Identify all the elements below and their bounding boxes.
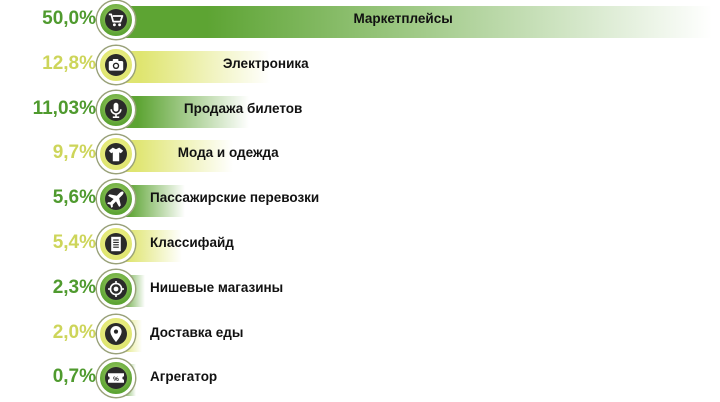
icon-badge <box>97 45 135 84</box>
bar <box>118 50 271 83</box>
icon-badge <box>97 225 135 263</box>
icon-badge <box>97 269 135 308</box>
category-label: Нишевые магазины <box>150 279 284 295</box>
data-label: 9,7% <box>52 142 96 164</box>
bar-row: 50,0% Маркетплейсы <box>0 0 720 44</box>
category-label: Агрегатор <box>150 369 218 385</box>
data-label: 50,0% <box>42 8 96 29</box>
data-label: 0,7% <box>52 366 96 388</box>
bar-row: 2,3% Нишевые магазины <box>0 269 720 313</box>
microphone-icon <box>105 98 127 121</box>
shirt-icon <box>105 143 127 166</box>
icon-badge <box>97 135 135 174</box>
data-label: 5,4% <box>52 232 96 253</box>
bar-row: 2,0% Доставка еды <box>0 314 720 358</box>
bar-row: 5,4% Классифайд <box>0 224 720 268</box>
cart-icon <box>105 9 127 31</box>
category-label: Мода и одежда <box>177 145 279 161</box>
category-label: Электроника <box>222 55 309 71</box>
data-label: 2,0% <box>52 321 96 343</box>
discount-ticket-icon: % <box>105 367 127 390</box>
location-pin-icon <box>105 322 127 345</box>
svg-text:%: % <box>113 376 119 383</box>
icon-badge <box>97 90 135 129</box>
bar <box>118 95 250 128</box>
bar <box>118 6 712 38</box>
bar-row: 12,8% Электроника <box>0 45 720 89</box>
icon-badge <box>97 1 135 39</box>
data-label: 5,6% <box>52 187 96 209</box>
airplane-icon <box>105 188 127 211</box>
document-icon <box>105 233 127 255</box>
data-label: 11,03% <box>32 97 96 119</box>
bar-row: 9,7% Мода и одежда <box>0 134 720 178</box>
bar-row: 0,7%% Агрегатор <box>0 358 720 402</box>
icon-badge <box>97 180 135 219</box>
bar-row: 11,03% Продажа билетов <box>0 90 720 134</box>
bar <box>118 140 234 173</box>
bar-row: 5,6% Пассажирские перевозки <box>0 179 720 223</box>
icon-badge <box>97 314 135 353</box>
category-label: Классифайд <box>150 235 234 250</box>
target-icon <box>105 277 127 300</box>
category-label: Доставка еды <box>150 324 244 340</box>
camera-icon <box>105 53 127 76</box>
icon-badge: % <box>97 359 135 398</box>
category-label: Пассажирские перевозки <box>150 190 320 206</box>
data-label: 2,3% <box>52 276 96 298</box>
category-label: Продажа билетов <box>183 100 303 116</box>
data-label: 12,8% <box>42 52 96 74</box>
category-label: Маркетплейсы <box>353 11 453 26</box>
